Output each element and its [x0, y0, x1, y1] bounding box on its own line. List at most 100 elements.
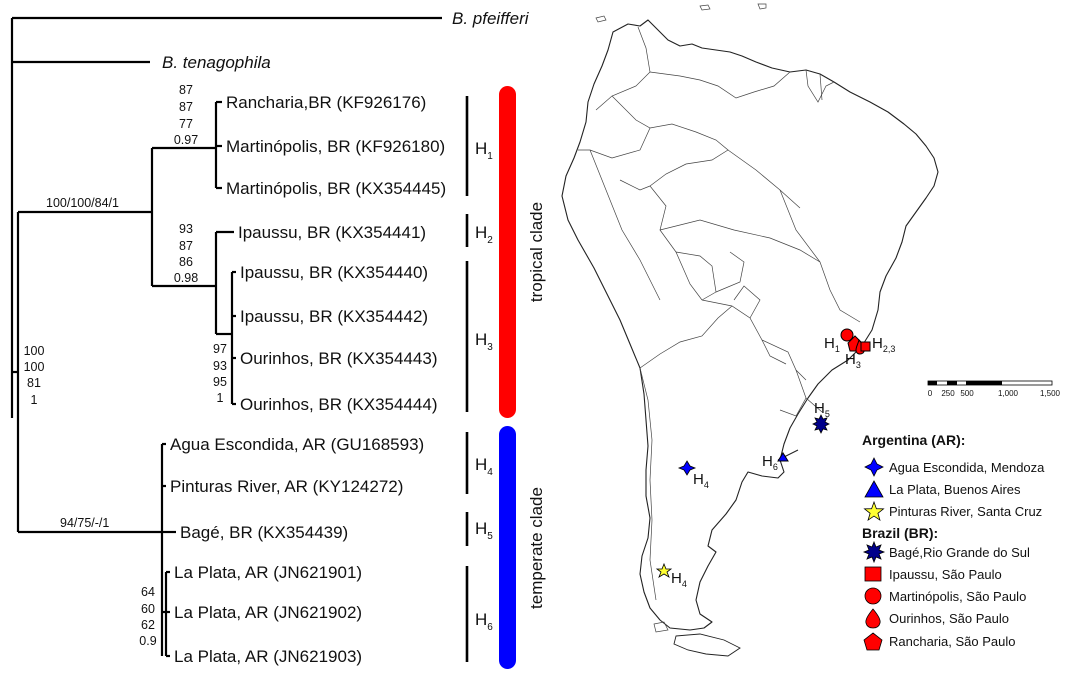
- support-root-node: 100 100 81 1: [24, 344, 45, 407]
- map-label-h5: H5: [814, 400, 830, 419]
- tip-label: Rancharia,BR (KF926176): [226, 93, 426, 112]
- support-value: 100: [24, 344, 45, 358]
- bage-marker: [812, 414, 830, 434]
- island-outline: [595, 15, 607, 23]
- haplotype-label-h3: H3: [475, 330, 493, 353]
- tip-label: Martinópolis, BR (KF926180): [226, 137, 445, 156]
- support-h6-node: 64 60 62 0.9: [139, 585, 156, 648]
- support-value: 87: [179, 100, 193, 114]
- map-label-h6: H6: [762, 453, 778, 472]
- map-markers: [655, 328, 871, 578]
- haplotype-label-h4: H4: [475, 455, 493, 478]
- legend-symbol-triangle-blue: [864, 480, 884, 498]
- support-h3-node: 97 93 95 1: [213, 342, 227, 405]
- legend-heading-argentina: Argentina (AR):: [862, 432, 965, 448]
- legend-symbol-circle-red: [864, 587, 882, 605]
- haplotype-label-h1: H1: [475, 139, 493, 162]
- support-h23-node: 93 87 86 0.98: [174, 222, 198, 285]
- support-value: 60: [141, 602, 155, 616]
- scale-tick-label: 500: [960, 389, 974, 398]
- tropical-clade-bar: [499, 86, 516, 418]
- scale-bar: 0 250 500 1,000 1,500: [927, 380, 1061, 398]
- support-value: 100: [24, 360, 45, 374]
- support-value: 97: [213, 342, 227, 356]
- tip-label: La Plata, AR (JN621901): [174, 563, 362, 582]
- tip-label: Bagé, BR (KX354439): [180, 523, 348, 542]
- national-borders: [578, 26, 861, 601]
- legend-symbol-star5-yellow: [863, 500, 885, 522]
- agua-escondida-marker: [677, 460, 697, 476]
- island-outline: [757, 3, 767, 10]
- tip-label-b-pfeifferi: B. pfeifferi: [452, 9, 530, 28]
- temperate-clade-bar: [499, 426, 516, 669]
- tip-label: La Plata, AR (JN621903): [174, 647, 362, 666]
- legend-label: Ipaussu, São Paulo: [889, 567, 1002, 582]
- la-plata-marker: [777, 452, 789, 462]
- legend-label: Bagé,Rio Grande do Sul: [889, 545, 1030, 560]
- support-value: 1: [217, 391, 224, 405]
- scale-tick-label: 1,500: [1040, 389, 1061, 398]
- support-value: 86: [179, 255, 193, 269]
- clade-label-temperate: temperate clade: [527, 487, 546, 609]
- pinturas-river-marker: [655, 562, 673, 578]
- map-haplotype-labels: H1 H2,3 H3 H5 H6 H4 H4: [671, 335, 895, 589]
- support-temperate-node: 94/75/-/1: [60, 516, 109, 530]
- island-outline: [653, 621, 669, 633]
- legend-heading-brazil: Brazil (BR):: [862, 525, 938, 541]
- map-label-h1: H1: [824, 335, 840, 354]
- tierra-del-fuego-outline: [673, 633, 741, 657]
- south-america-map: [561, 3, 939, 657]
- martinopolis-marker: [840, 328, 854, 342]
- legend-label: Pinturas River, Santa Cruz: [889, 504, 1042, 519]
- tip-label: Ipaussu, BR (KX354440): [240, 263, 428, 282]
- haplotype-label-h5: H5: [475, 519, 493, 542]
- legend-label: Ourinhos, São Paulo: [889, 611, 1009, 626]
- support-value: 93: [213, 359, 227, 373]
- legend-symbol-drop-red: [865, 608, 881, 629]
- ipaussu-marker: [860, 341, 871, 352]
- tip-label: Martinópolis, BR (KX354445): [226, 179, 446, 198]
- support-value: 77: [179, 117, 193, 131]
- legend-symbol-starburst-blue: [862, 540, 886, 564]
- support-value: 81: [27, 376, 41, 390]
- map-label-h3: H3: [845, 351, 861, 370]
- scale-tick-label: 0: [928, 389, 933, 398]
- support-value: 87: [179, 83, 193, 97]
- support-value: 62: [141, 618, 155, 632]
- support-value: 0.97: [174, 133, 198, 147]
- clade-label-tropical: tropical clade: [527, 202, 546, 302]
- legend-label: Agua Escondida, Mendoza: [889, 460, 1045, 475]
- map-label-h4-pinturas: H4: [671, 570, 687, 589]
- legend-symbol-pentagon-red: [863, 632, 883, 651]
- legend-label: Martinópolis, São Paulo: [889, 589, 1026, 604]
- phylogenetic-tree: [10, 16, 442, 658]
- support-value: 1: [31, 393, 38, 407]
- tip-label: Ipaussu, BR (KX354441): [238, 223, 426, 242]
- support-tropical-node: 100/100/84/1: [46, 196, 119, 210]
- tip-label: La Plata, AR (JN621902): [174, 603, 362, 622]
- support-value: 95: [213, 375, 227, 389]
- haplotype-label-h6: H6: [475, 610, 493, 633]
- tip-label: Ourinhos, BR (KX354444): [240, 395, 438, 414]
- haplotype-labels: H1 H2 H3 H4 H5 H6: [475, 139, 493, 633]
- legend: Argentina (AR): Agua Escondida, Mendoza …: [862, 432, 1045, 651]
- scale-tick-label: 250: [941, 389, 955, 398]
- legend-symbol-square-red: [864, 566, 882, 582]
- haplotype-label-h2: H2: [475, 223, 493, 246]
- tip-labels: Rancharia,BR (KF926176) Martinópolis, BR…: [170, 93, 446, 666]
- legend-label: Rancharia, São Paulo: [889, 634, 1015, 649]
- tip-label: Pinturas River, AR (KY124272): [170, 477, 403, 496]
- support-value: 0.9: [139, 634, 156, 648]
- tip-label-b-tenagophila: B. tenagophila: [162, 53, 271, 72]
- tip-label: Ipaussu, BR (KX354442): [240, 307, 428, 326]
- legend-label: La Plata, Buenos Aires: [889, 482, 1021, 497]
- support-h1-node: 87 87 77 0.97: [174, 83, 198, 147]
- support-values: 100/100/84/1 94/75/-/1 100 100 81 1 87 8…: [24, 83, 227, 648]
- support-value: 64: [141, 585, 155, 599]
- island-outline: [699, 4, 711, 11]
- support-value: 93: [179, 222, 193, 236]
- map-label-h2-3: H2,3: [872, 335, 895, 354]
- map-label-h4-agua-escondida: H4: [693, 471, 709, 490]
- scale-tick-label: 1,000: [998, 389, 1019, 398]
